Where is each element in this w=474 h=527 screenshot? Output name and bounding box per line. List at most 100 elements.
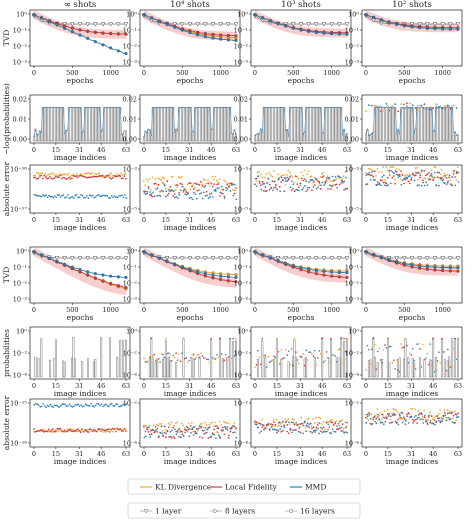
- error-point: [446, 409, 449, 411]
- error-point: [388, 171, 390, 173]
- error-point: [441, 420, 444, 423]
- error-point: [229, 190, 232, 192]
- y-tick-label: 10⁻²: [123, 350, 138, 358]
- error-point: [322, 420, 325, 423]
- x-tick-label: 63: [232, 382, 240, 390]
- x-tick-label: 63: [343, 216, 351, 224]
- error-point: [389, 182, 392, 185]
- error-point: [375, 414, 377, 416]
- error-point: [423, 409, 425, 412]
- error-point: [59, 427, 62, 430]
- error-point: [419, 418, 422, 421]
- error-point: [100, 430, 103, 432]
- legend-label: 16 layers: [300, 507, 335, 516]
- error-point: [96, 402, 98, 405]
- error-point: [433, 419, 436, 422]
- error-point: [198, 436, 201, 438]
- error-point: [256, 171, 259, 174]
- error-point: [311, 179, 314, 181]
- error-point: [117, 428, 120, 431]
- error-point: [399, 414, 401, 417]
- series-marker: [32, 250, 36, 254]
- error-point: [323, 430, 325, 433]
- error-point: [160, 179, 163, 182]
- error-point: [122, 430, 124, 432]
- error-point: [60, 173, 63, 176]
- error-point: [438, 184, 440, 187]
- error-point: [398, 173, 401, 176]
- error-point: [401, 421, 404, 424]
- scatter-point: [373, 344, 376, 346]
- error-point: [330, 185, 333, 187]
- error-point: [37, 194, 40, 197]
- series-marker: [253, 13, 257, 17]
- error-point: [278, 185, 281, 188]
- error-point: [318, 184, 320, 186]
- series-marker: [211, 276, 215, 280]
- error-point: [434, 415, 437, 417]
- error-point: [318, 182, 321, 184]
- error-point: [195, 428, 198, 430]
- error-point: [168, 189, 170, 192]
- error-point: [451, 184, 454, 187]
- error-point: [170, 421, 173, 424]
- scatter-point: [388, 109, 391, 112]
- error-point: [413, 416, 416, 418]
- error-point: [423, 414, 426, 417]
- error-point: [394, 182, 397, 185]
- error-point: [299, 423, 302, 425]
- scatter-point: [149, 356, 151, 358]
- series-marker: [425, 265, 429, 269]
- error-point: [380, 421, 382, 424]
- error-point: [300, 177, 303, 180]
- error-point: [48, 173, 51, 176]
- series-marker: [100, 22, 106, 27]
- error-point: [185, 429, 188, 432]
- error-point: [99, 404, 101, 407]
- error-point: [230, 182, 233, 185]
- error-point: [392, 407, 395, 410]
- error-point: [64, 196, 66, 199]
- error-point: [307, 186, 309, 189]
- error-point: [116, 175, 119, 178]
- series-marker: [379, 255, 383, 259]
- error-point: [290, 180, 293, 182]
- scatter-point: [446, 104, 449, 107]
- x-axis-label: epochs: [288, 76, 315, 85]
- error-point: [32, 174, 35, 177]
- error-point: [281, 429, 284, 432]
- error-point: [258, 182, 261, 184]
- error-point: [419, 412, 421, 415]
- y-tick-label: 10⁰: [348, 328, 359, 336]
- error-point: [59, 196, 62, 198]
- error-point: [314, 431, 316, 433]
- error-point: [191, 198, 194, 201]
- scatter-point: [147, 360, 150, 362]
- error-point: [46, 196, 49, 199]
- series-marker: [395, 22, 399, 26]
- error-point: [45, 194, 47, 196]
- error-point: [375, 422, 378, 425]
- scatter-point: [227, 356, 230, 358]
- error-point: [70, 428, 73, 431]
- error-point: [173, 424, 176, 427]
- x-tick-label: 46: [429, 382, 437, 390]
- error-point: [317, 186, 319, 189]
- series-marker: [101, 279, 105, 283]
- y-tick-label: 0.01: [13, 116, 27, 124]
- scatter-point: [444, 350, 446, 353]
- error-point: [446, 412, 449, 415]
- error-point: [372, 175, 375, 178]
- error-point: [296, 183, 299, 185]
- error-point: [423, 416, 426, 419]
- error-point: [301, 188, 303, 191]
- error-point: [406, 415, 409, 418]
- series-marker: [268, 256, 272, 260]
- error-point: [230, 427, 233, 430]
- scatter-point: [160, 353, 163, 355]
- error-point: [54, 429, 57, 431]
- error-point: [450, 183, 452, 186]
- error-point: [388, 174, 391, 176]
